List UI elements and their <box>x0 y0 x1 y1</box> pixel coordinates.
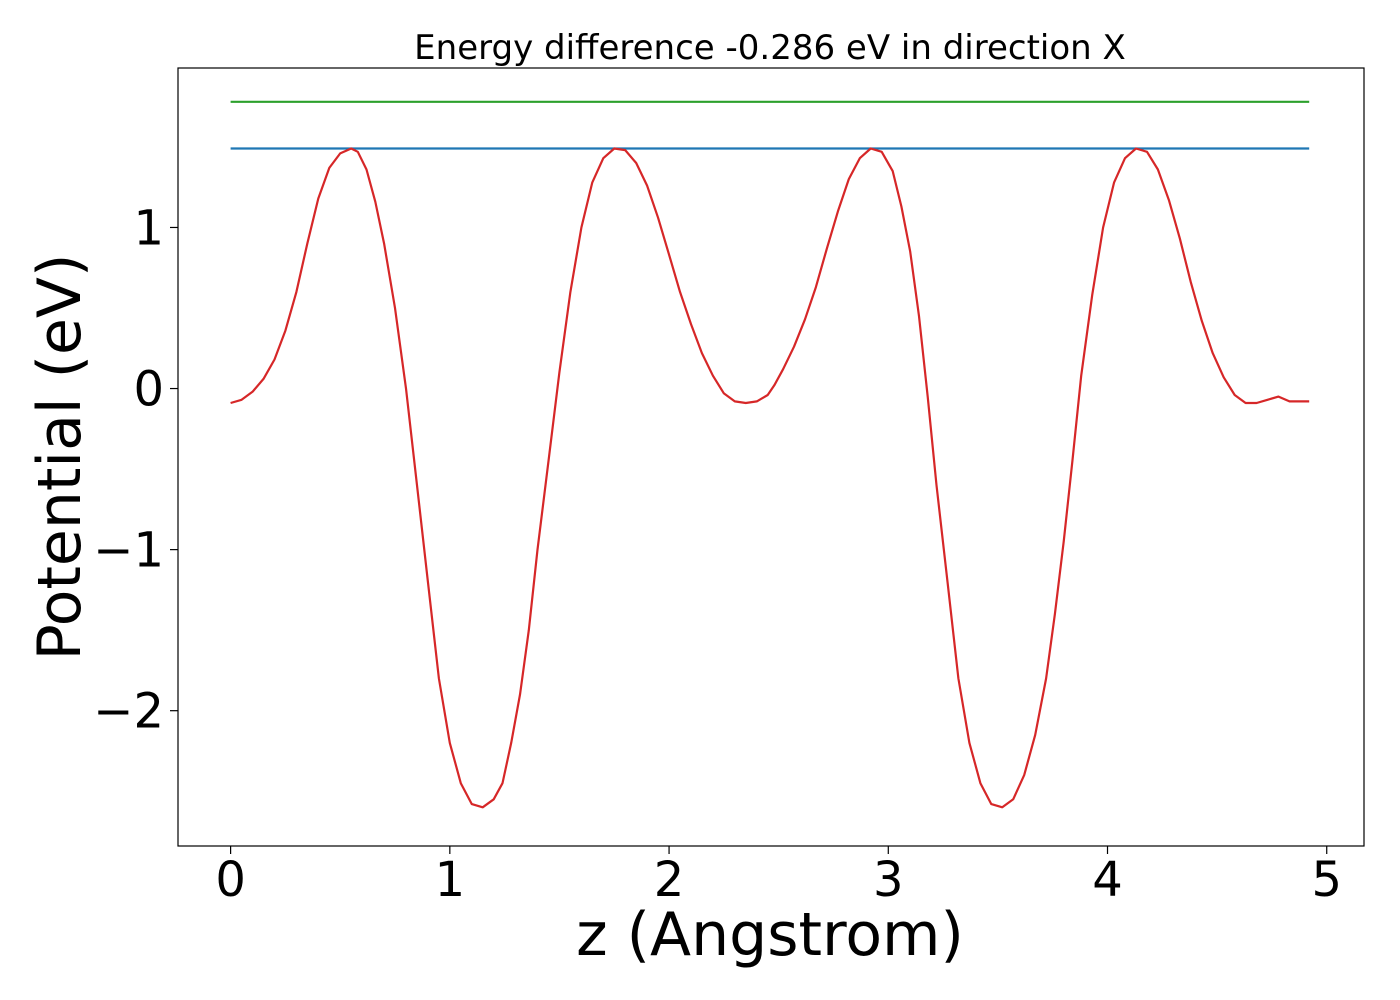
y-tick-label: 1 <box>133 200 164 256</box>
x-axis: 0 1 2 3 4 5 <box>215 846 1342 908</box>
series-line-3 <box>230 147 1310 809</box>
plot-area <box>230 100 1310 809</box>
x-tick-label: 3 <box>873 852 904 908</box>
y-tick-label: −1 <box>93 523 164 579</box>
y-axis: −2 −1 0 1 <box>93 200 178 740</box>
y-tick-label: 0 <box>133 362 164 418</box>
x-axis-label: z (Angstrom) <box>576 900 964 970</box>
x-tick-label: 1 <box>435 852 466 908</box>
x-tick-label: 2 <box>654 852 685 908</box>
y-tick-label: −2 <box>93 684 164 740</box>
x-tick-label: 4 <box>1092 852 1123 908</box>
chart-title: Energy difference -0.286 eV in direction… <box>414 28 1126 68</box>
plot-frame <box>177 67 1365 847</box>
x-tick-label: 0 <box>215 852 246 908</box>
x-tick-label: 5 <box>1311 852 1342 908</box>
y-axis-label: Potential (eV) <box>25 254 95 661</box>
